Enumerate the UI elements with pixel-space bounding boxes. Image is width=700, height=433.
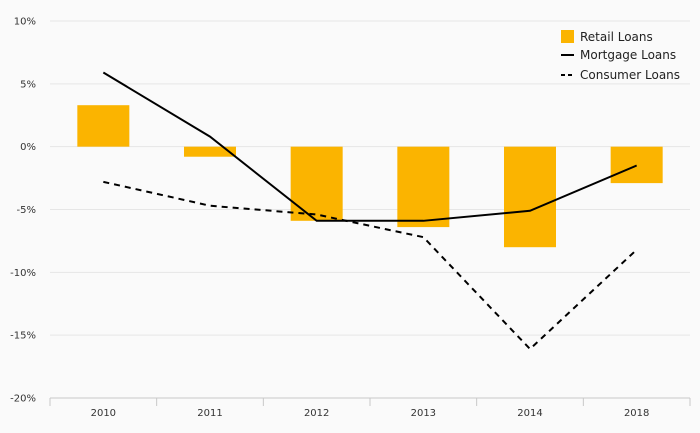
- x-axis: [49, 397, 691, 406]
- y-tick-label: -5%: [17, 205, 36, 216]
- x-tick-label: 2018: [624, 408, 649, 419]
- y-tick-label: 0%: [20, 142, 36, 153]
- legend-label-mortgage-loans: Mortgage Loans: [580, 48, 676, 62]
- x-tick-label: 2014: [517, 408, 542, 419]
- bar-retail-loans: [504, 146, 556, 248]
- grid: [50, 20, 690, 336]
- x-tick-label: 2010: [91, 408, 116, 419]
- retail-loans-bars: [77, 105, 663, 248]
- line-consumer-loans: [103, 180, 638, 351]
- bar-retail-loans: [610, 146, 663, 184]
- y-tick-label: -10%: [10, 268, 36, 279]
- x-tick-label: 2011: [197, 408, 222, 419]
- legend-label-consumer-loans: Consumer Loans: [580, 68, 680, 82]
- x-tick-label: 2012: [304, 408, 329, 419]
- bar-retail-loans: [290, 146, 343, 221]
- legend: Retail Loans Mortgage Loans Consumer Loa…: [561, 30, 680, 82]
- y-axis-tick-labels: 10% 5% 0% -5% -10% -15% -20%: [10, 17, 36, 405]
- bar-retail-loans: [184, 146, 236, 157]
- legend-label-retail-loans: Retail Loans: [580, 30, 653, 44]
- line-mortgage-loans: [102, 71, 638, 222]
- line-series: [102, 71, 638, 351]
- x-axis-tick-labels: 2010 2011 2012 2013 2014 2018: [91, 408, 650, 419]
- y-tick-label: 10%: [14, 17, 36, 28]
- y-tick-label: 5%: [20, 79, 36, 90]
- y-tick-label: -15%: [10, 331, 36, 342]
- bar-retail-loans: [397, 146, 450, 228]
- x-tick-label: 2013: [411, 408, 436, 419]
- bar-retail-loans: [77, 105, 130, 147]
- y-tick-label: -20%: [10, 394, 36, 405]
- legend-swatch-retail-loans: [561, 30, 574, 43]
